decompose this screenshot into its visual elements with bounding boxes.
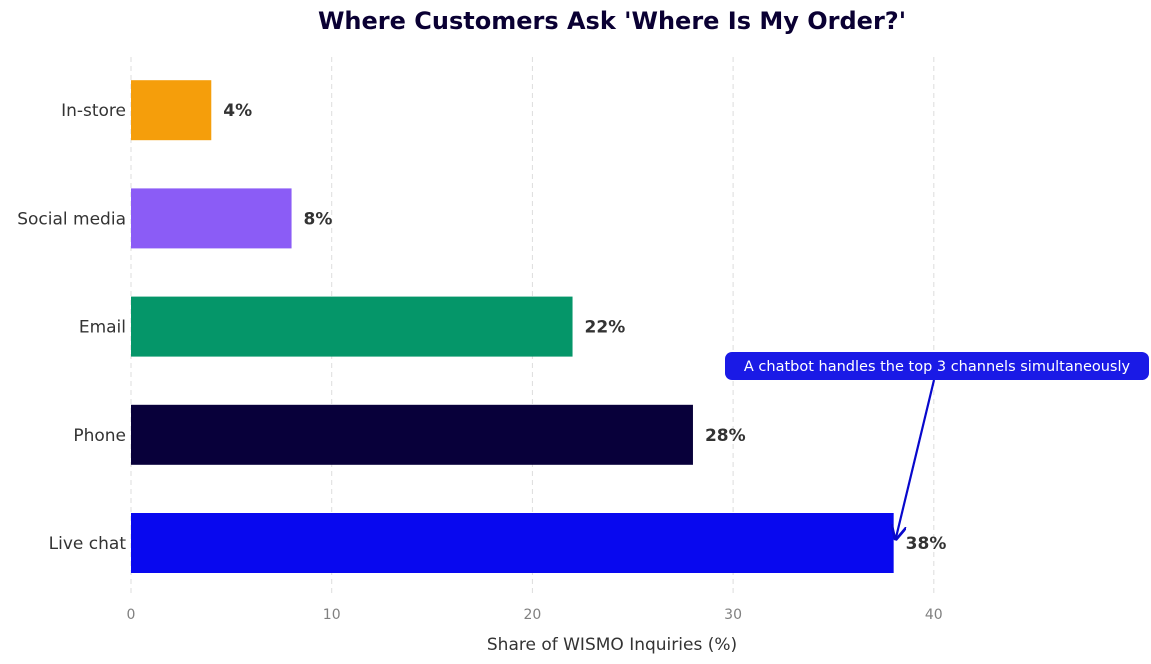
- x-tick-labels: 0 10 20 30 40: [127, 607, 943, 623]
- value-label: 28%: [705, 426, 746, 446]
- category-label: In-store: [61, 101, 126, 121]
- category-label: Email: [79, 318, 126, 338]
- x-axis-label: Share of WISMO Inquiries (%): [487, 635, 737, 655]
- bar: [131, 80, 212, 141]
- chart-title: Where Customers Ask 'Where Is My Order?': [318, 7, 906, 35]
- category-labels: Live chat Phone Email Social media In-store: [17, 101, 126, 554]
- category-label: Social media: [17, 209, 126, 229]
- annotation-arrow: [896, 379, 936, 539]
- value-label: 22%: [585, 318, 626, 338]
- annotation-text: A chatbot handles the top 3 channels sim…: [744, 359, 1131, 375]
- bar: [131, 296, 573, 357]
- bar: [131, 513, 894, 573]
- value-label: 4%: [223, 101, 252, 121]
- category-label: Live chat: [49, 534, 127, 554]
- bars: [131, 80, 894, 573]
- x-tick-label: 20: [523, 607, 541, 623]
- x-tick-label: 10: [323, 607, 341, 623]
- bar: [131, 188, 292, 249]
- x-tick-label: 0: [127, 607, 136, 623]
- category-label: Phone: [73, 426, 126, 446]
- value-label: 8%: [304, 209, 333, 229]
- annotation: A chatbot handles the top 3 channels sim…: [725, 352, 1149, 539]
- value-label: 38%: [906, 534, 947, 554]
- value-labels: 38% 28% 22% 8% 4%: [223, 101, 946, 554]
- x-tick-label: 40: [925, 607, 943, 623]
- x-tick-label: 30: [724, 607, 742, 623]
- bar: [131, 404, 693, 465]
- annotation-box: [725, 352, 1149, 380]
